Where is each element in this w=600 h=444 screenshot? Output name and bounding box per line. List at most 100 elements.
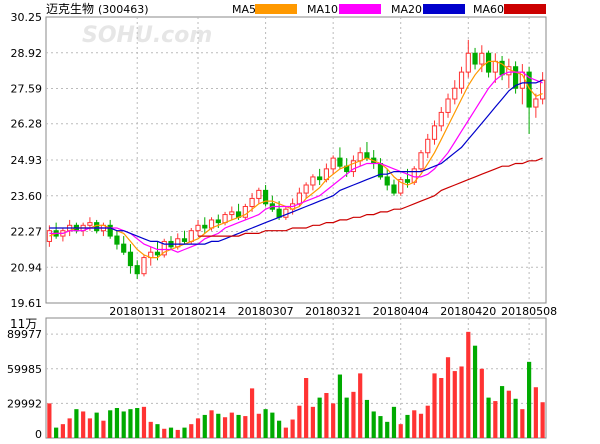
candle-body xyxy=(263,189,269,205)
candle xyxy=(60,228,66,242)
price-tick-label: 20.94 xyxy=(11,261,43,274)
volume-bar xyxy=(236,414,241,438)
candle-body xyxy=(154,251,161,256)
volume-panel-frame xyxy=(45,317,547,439)
price-y-axis: 30.25 28.92 27.59 26.28 24.93 23.60 22.27 20.94… xyxy=(11,11,43,310)
candle-body xyxy=(114,235,120,245)
volume-bar xyxy=(87,418,93,438)
legend-swatch-ma60 xyxy=(504,4,546,14)
candle-body xyxy=(418,152,424,170)
volume-bar xyxy=(533,387,538,438)
date-x-axis: 20180131 20180214 20180307 20180321 20180404… xyxy=(109,305,557,318)
watermark: SOHU.com xyxy=(82,23,212,48)
price-tick-label: 26.28 xyxy=(11,118,43,131)
volume-bar xyxy=(513,398,518,438)
candle xyxy=(452,80,458,105)
price-tick-label: 19.61 xyxy=(11,297,43,310)
candle-body xyxy=(121,243,127,253)
volume-bar xyxy=(358,373,363,438)
candle xyxy=(161,238,167,258)
stock-code: (300463) xyxy=(98,3,149,16)
candle xyxy=(425,133,431,159)
candle xyxy=(472,47,478,70)
candle-body xyxy=(310,176,316,186)
legend: MA5 MA10 MA20 MA60 xyxy=(232,3,546,16)
volume-bar xyxy=(209,410,214,438)
volume-bar xyxy=(527,361,532,438)
volume-unit-label: 11万 xyxy=(10,317,37,331)
date-tick-label: 20180404 xyxy=(373,305,429,318)
candle-body xyxy=(46,230,52,242)
candle xyxy=(465,39,471,78)
date-tick-label: 20180420 xyxy=(440,305,496,318)
candle xyxy=(310,174,316,191)
price-tick-label: 24.93 xyxy=(11,154,43,167)
candle-body xyxy=(283,208,289,218)
candle xyxy=(94,219,100,234)
volume-bar xyxy=(222,417,228,438)
volume-bar xyxy=(540,402,545,438)
candle xyxy=(181,230,188,245)
candle-body xyxy=(188,230,194,242)
candle-body xyxy=(492,60,498,73)
candle-body xyxy=(317,176,323,181)
volume-bar xyxy=(175,429,180,438)
volume-bar xyxy=(114,408,120,438)
candle-body xyxy=(425,138,431,154)
volume-bar xyxy=(74,409,79,438)
candle xyxy=(350,155,357,177)
candle xyxy=(263,184,269,207)
volume-grid xyxy=(46,333,546,404)
volume-bar xyxy=(249,388,255,438)
volume-bar xyxy=(439,378,444,438)
legend-swatch-ma10 xyxy=(339,4,381,14)
volume-bar xyxy=(195,418,201,438)
candle-body xyxy=(87,222,93,226)
volume-bar xyxy=(108,410,113,438)
candle-body xyxy=(398,179,404,194)
volume-bar xyxy=(371,411,376,438)
candle-body xyxy=(533,98,539,108)
candle xyxy=(242,203,248,220)
volume-bar xyxy=(459,366,464,438)
volume-bar xyxy=(310,406,315,438)
price-tick-label: 30.25 xyxy=(11,11,43,24)
volume-bar xyxy=(101,420,106,438)
volume-bar xyxy=(216,413,221,438)
candle-body xyxy=(384,176,390,186)
volume-bar xyxy=(398,424,403,438)
candle-body xyxy=(526,71,532,108)
candle xyxy=(107,219,113,239)
candle-body xyxy=(445,98,451,113)
candle-body xyxy=(364,152,370,159)
candle xyxy=(438,107,444,132)
candle xyxy=(46,225,52,247)
volume-bar xyxy=(479,368,484,438)
volume-bar xyxy=(202,414,207,438)
volume-bar xyxy=(297,405,302,438)
candle-body xyxy=(458,71,465,89)
volume-bar xyxy=(155,424,160,438)
candle-body xyxy=(94,222,100,232)
candle-body xyxy=(276,208,282,218)
volume-bar xyxy=(385,421,390,438)
volume-bar xyxy=(317,397,322,438)
candle-body xyxy=(249,197,255,208)
volume-bar xyxy=(182,427,187,438)
volume-bar xyxy=(128,409,133,438)
candle xyxy=(134,260,140,280)
legend-label-ma60: MA60 xyxy=(473,3,504,16)
candle xyxy=(506,58,512,89)
volume-bar xyxy=(81,411,86,438)
volume-bar xyxy=(263,409,268,438)
candle xyxy=(283,206,289,220)
candle xyxy=(391,179,397,196)
volume-bar xyxy=(47,403,52,438)
volume-bar xyxy=(60,424,65,438)
candle xyxy=(127,244,134,274)
candle-body xyxy=(181,238,188,242)
candle xyxy=(485,50,492,78)
volume-bar xyxy=(290,419,295,438)
candle xyxy=(371,150,377,169)
